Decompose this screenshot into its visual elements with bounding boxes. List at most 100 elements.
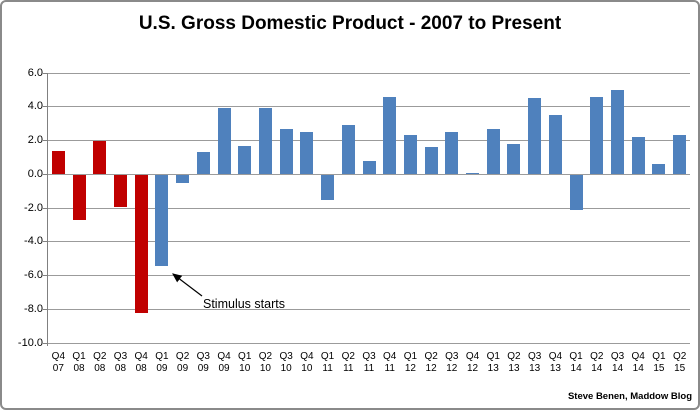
- y-axis-tick: [43, 140, 48, 141]
- x-label-quarter: Q1: [486, 351, 500, 362]
- x-label-year: 10: [259, 362, 271, 374]
- x-label-year: 09: [156, 362, 168, 374]
- bar-Q3-11: [362, 160, 376, 175]
- x-axis-label-Q2-14: Q2 14: [583, 351, 610, 374]
- x-axis-label-Q1-08: Q1 08: [66, 351, 93, 374]
- x-label-quarter: Q3: [362, 351, 376, 362]
- y-axis-tick: [43, 106, 48, 108]
- gridline-4.0: [48, 106, 690, 108]
- bar-Q4-13: [548, 115, 562, 175]
- x-axis-label-Q2-15: Q2 15: [666, 351, 693, 374]
- x-axis-label-Q3-12: Q3 12: [438, 351, 465, 374]
- x-label-year: 09: [197, 362, 209, 374]
- x-label-quarter: Q4: [548, 351, 563, 362]
- x-axis-label-Q2-13: Q2 13: [501, 351, 528, 374]
- x-axis-label-Q2-08: Q2 08: [86, 351, 113, 374]
- x-label-year: 10: [301, 362, 313, 374]
- x-axis-label-Q1-10: Q1 10: [231, 351, 258, 374]
- y-axis-line: [47, 73, 48, 346]
- x-axis-label-Q1-12: Q1 12: [397, 351, 424, 374]
- y-axis-label: 0.0: [27, 167, 43, 180]
- x-label-year: 12: [404, 362, 416, 374]
- x-label-quarter: Q1: [569, 351, 583, 362]
- chart-title: U.S. Gross Domestic Product - 2007 to Pr…: [138, 13, 562, 34]
- bar-Q4-08: [134, 174, 148, 314]
- x-label-quarter: Q4: [51, 351, 66, 362]
- x-label-quarter: Q1: [403, 351, 418, 362]
- x-axis-label-Q4-11: Q4 11: [376, 351, 403, 374]
- y-axis-tick: [43, 342, 48, 344]
- x-label-quarter: Q3: [279, 351, 293, 362]
- attribution: Steve Benen, Maddow Blog: [567, 391, 692, 402]
- x-label-year: 12: [446, 362, 458, 374]
- x-label-year: 15: [674, 362, 686, 374]
- bar-Q4-09: [217, 108, 231, 175]
- x-label-quarter: Q3: [527, 351, 542, 362]
- y-axis-tick: [43, 275, 48, 276]
- x-axis-label-Q1-14: Q1 14: [563, 351, 590, 374]
- x-label-year: 08: [135, 362, 147, 374]
- x-label-year: 13: [487, 362, 499, 374]
- gridline--2.0: [48, 207, 690, 209]
- x-label-quarter: Q4: [631, 351, 645, 362]
- bar-Q4-14: [631, 137, 645, 175]
- x-axis-label-Q1-09: Q1 09: [149, 351, 176, 374]
- bar-Q2-15: [673, 135, 687, 175]
- x-axis-label-Q4-09: Q4 09: [211, 351, 238, 374]
- x-axis-label-Q4-13: Q4 13: [542, 351, 569, 374]
- x-label-quarter: Q1: [320, 351, 335, 362]
- x-axis-label-Q2-12: Q2 12: [418, 351, 445, 374]
- x-label-year: 09: [177, 362, 189, 374]
- bar-Q1-12: [403, 135, 417, 175]
- x-label-year: 14: [632, 362, 644, 374]
- bar-Q2-08: [93, 140, 107, 175]
- gridline-6.0: [48, 72, 690, 74]
- bar-Q4-07: [51, 150, 65, 175]
- bar-Q4-12: [466, 172, 480, 175]
- x-label-year: 13: [549, 362, 561, 374]
- x-label-year: 08: [94, 362, 106, 374]
- x-axis-label-Q1-11: Q1 11: [314, 351, 341, 374]
- x-axis-label-Q4-10: Q4 10: [294, 351, 321, 374]
- x-label-year: 11: [384, 362, 395, 374]
- gridline-0.0: [48, 173, 690, 175]
- x-label-quarter: Q4: [217, 351, 231, 362]
- x-label-quarter: Q2: [590, 351, 604, 362]
- bar-Q3-13: [528, 98, 542, 175]
- x-axis-label-Q2-09: Q2 09: [169, 351, 196, 374]
- x-label-year: 11: [322, 362, 333, 374]
- x-label-quarter: Q2: [672, 351, 687, 362]
- bar-Q1-09: [155, 174, 169, 266]
- x-axis-label-Q4-14: Q4 14: [625, 351, 652, 374]
- x-label-quarter: Q3: [113, 351, 128, 362]
- x-label-quarter: Q4: [383, 351, 397, 362]
- x-label-quarter: Q3: [196, 351, 210, 362]
- y-axis-label: 6.0: [27, 66, 43, 79]
- x-label-quarter: Q4: [465, 351, 480, 362]
- y-axis-label: -10.0: [17, 336, 43, 349]
- x-axis-label-Q4-07: Q4 07: [45, 351, 72, 374]
- bar-Q1-15: [652, 164, 666, 175]
- y-axis-label: 4.0: [27, 100, 43, 113]
- bar-Q3-10: [279, 128, 293, 175]
- bar-Q2-12: [424, 147, 438, 175]
- x-axis-label-Q3-08: Q3 08: [107, 351, 134, 374]
- bar-Q1-10: [238, 145, 252, 175]
- bar-Q1-11: [321, 174, 335, 201]
- x-label-year: 13: [508, 362, 520, 374]
- x-axis-label-Q3-11: Q3 11: [356, 351, 383, 374]
- x-label-quarter: Q2: [93, 351, 107, 362]
- x-label-year: 07: [52, 362, 64, 374]
- bar-Q1-08: [72, 174, 86, 221]
- x-axis-label-Q4-12: Q4 12: [459, 351, 486, 374]
- gridline--4.0: [48, 241, 690, 243]
- x-label-quarter: Q1: [652, 351, 666, 362]
- x-label-quarter: Q1: [238, 351, 252, 362]
- gridline--6.0: [48, 275, 690, 276]
- gridline--8.0: [48, 308, 690, 310]
- x-label-quarter: Q2: [341, 351, 355, 362]
- bar-Q3-09: [196, 152, 210, 175]
- x-axis-label-Q4-08: Q4 08: [128, 351, 155, 374]
